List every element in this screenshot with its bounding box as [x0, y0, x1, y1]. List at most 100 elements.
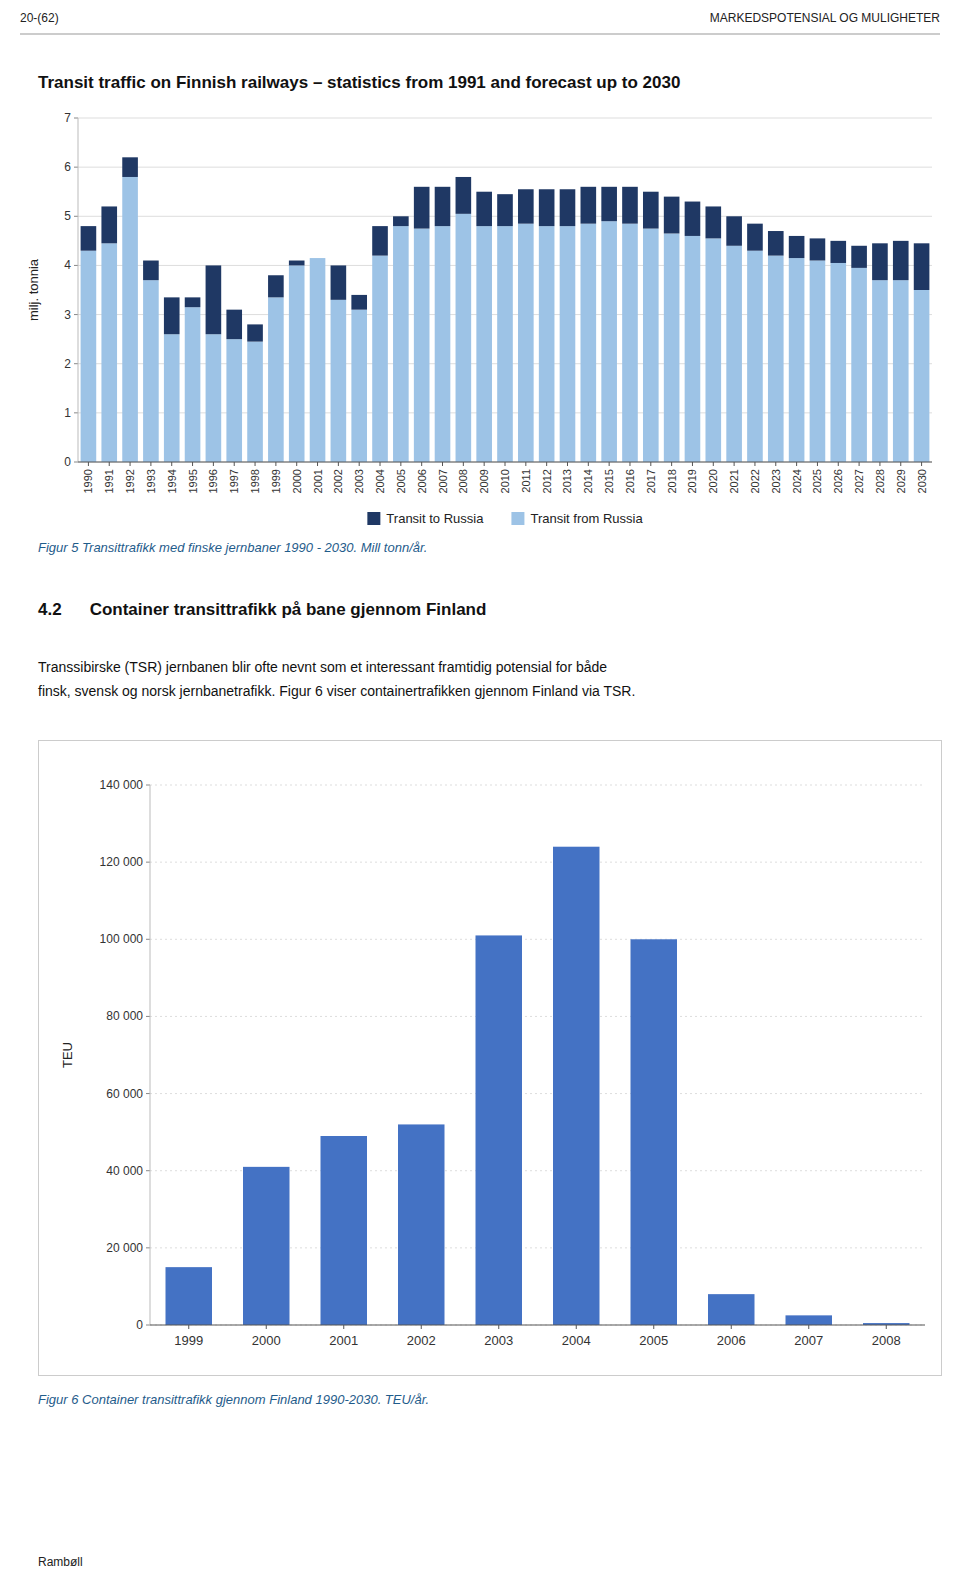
chart-frame — [39, 741, 942, 1376]
x-tick-label: 1992 — [124, 469, 136, 493]
body-text: finsk, svensk og norsk jernbanetrafikk. … — [38, 683, 635, 699]
bar — [81, 226, 97, 251]
legend-label: Transit to Russia — [386, 511, 484, 526]
bar — [372, 256, 388, 462]
section-title: Container transittrafikk på bane gjennom… — [90, 600, 487, 619]
chart: 020 00040 00060 00080 000100 000120 0001… — [60, 778, 925, 1348]
y-tick-label: 7 — [64, 111, 71, 125]
bar — [726, 246, 742, 462]
chart-title: Transit traffic on Finnish railways – st… — [38, 73, 680, 92]
bar — [539, 226, 555, 462]
bar — [851, 246, 867, 268]
bar — [789, 258, 805, 462]
x-tick-label: 1997 — [228, 469, 240, 493]
y-tick — [146, 1325, 150, 1326]
x-tick — [734, 462, 735, 466]
x-tick-label: 2022 — [749, 469, 761, 493]
bar — [518, 224, 534, 462]
y-tick-label: 0 — [64, 455, 71, 469]
x-tick-label: 2006 — [416, 469, 428, 493]
y-axis — [78, 118, 79, 462]
y-tick-label: 40 000 — [106, 1164, 143, 1178]
bar — [456, 177, 472, 214]
bar — [164, 297, 180, 334]
x-tick — [421, 462, 422, 466]
x-tick-label: 2023 — [770, 469, 782, 493]
y-tick — [74, 118, 78, 119]
grid-line — [78, 118, 932, 119]
x-tick — [338, 462, 339, 466]
x-tick-label: 2013 — [561, 469, 573, 493]
x-tick-label: 2002 — [332, 469, 344, 493]
bar — [310, 258, 326, 462]
x-tick-label: 2019 — [686, 469, 698, 493]
page: 20-(62)MARKEDSPOTENSIAL OG MULIGHETERTra… — [0, 0, 960, 1579]
bar — [893, 241, 909, 280]
bar — [830, 241, 846, 263]
x-tick — [796, 462, 797, 466]
y-axis-label: TEU — [60, 1042, 75, 1068]
y-tick — [146, 785, 150, 786]
y-tick-label: 60 000 — [106, 1087, 143, 1101]
y-tick — [146, 1093, 150, 1094]
x-tick — [317, 462, 318, 466]
x-tick-label: 1991 — [103, 469, 115, 493]
bar — [476, 935, 523, 1325]
x-tick — [498, 1325, 499, 1329]
x-tick — [713, 462, 714, 466]
x-tick — [505, 462, 506, 466]
bar — [560, 189, 576, 226]
bar — [872, 280, 888, 462]
x-tick-label: 1996 — [207, 469, 219, 493]
x-tick — [629, 462, 630, 466]
x-tick — [88, 462, 89, 466]
y-axis-label: milj. tonnia — [26, 258, 41, 321]
x-tick — [484, 462, 485, 466]
x-tick — [546, 462, 547, 466]
x-tick-label: 2026 — [832, 469, 844, 493]
x-tick-label: 2020 — [707, 469, 719, 493]
bar — [622, 187, 638, 224]
bar — [786, 1315, 833, 1325]
grid-line — [150, 785, 925, 786]
legend-swatch — [511, 512, 524, 525]
background — [0, 0, 960, 1579]
x-tick — [838, 462, 839, 466]
y-tick-label: 1 — [64, 406, 71, 420]
bar — [122, 157, 138, 177]
legend-label: Transit from Russia — [530, 511, 643, 526]
grid-line — [150, 939, 925, 940]
y-tick — [74, 412, 78, 413]
y-tick-label: 0 — [136, 1318, 143, 1332]
bar — [553, 847, 600, 1325]
x-tick — [879, 462, 880, 466]
x-tick-label: 2011 — [520, 469, 532, 493]
bar — [310, 258, 326, 259]
marks — [166, 847, 910, 1325]
bar — [101, 206, 117, 243]
bar — [497, 194, 513, 226]
x-tick — [525, 462, 526, 466]
marks — [81, 157, 930, 462]
x-tick — [859, 462, 860, 466]
y-axis — [150, 785, 151, 1325]
bar — [810, 261, 826, 462]
bar — [398, 1124, 445, 1325]
y-tick — [146, 939, 150, 940]
x-tick-label: 2029 — [895, 469, 907, 493]
bar — [185, 307, 201, 462]
x-tick-label: 2014 — [582, 469, 594, 493]
x-tick-label: 1995 — [187, 469, 199, 493]
bar — [476, 192, 492, 226]
x-tick-label: 2015 — [603, 469, 615, 493]
x-tick — [130, 462, 131, 466]
bar — [101, 243, 117, 462]
x-tick-label: 2004 — [562, 1333, 591, 1348]
x-tick-label: 2030 — [916, 469, 928, 493]
x-tick — [275, 462, 276, 466]
bar — [560, 226, 576, 462]
x-tick — [400, 462, 401, 466]
bar — [143, 261, 159, 281]
bar — [393, 226, 409, 462]
x-tick — [576, 1325, 577, 1329]
